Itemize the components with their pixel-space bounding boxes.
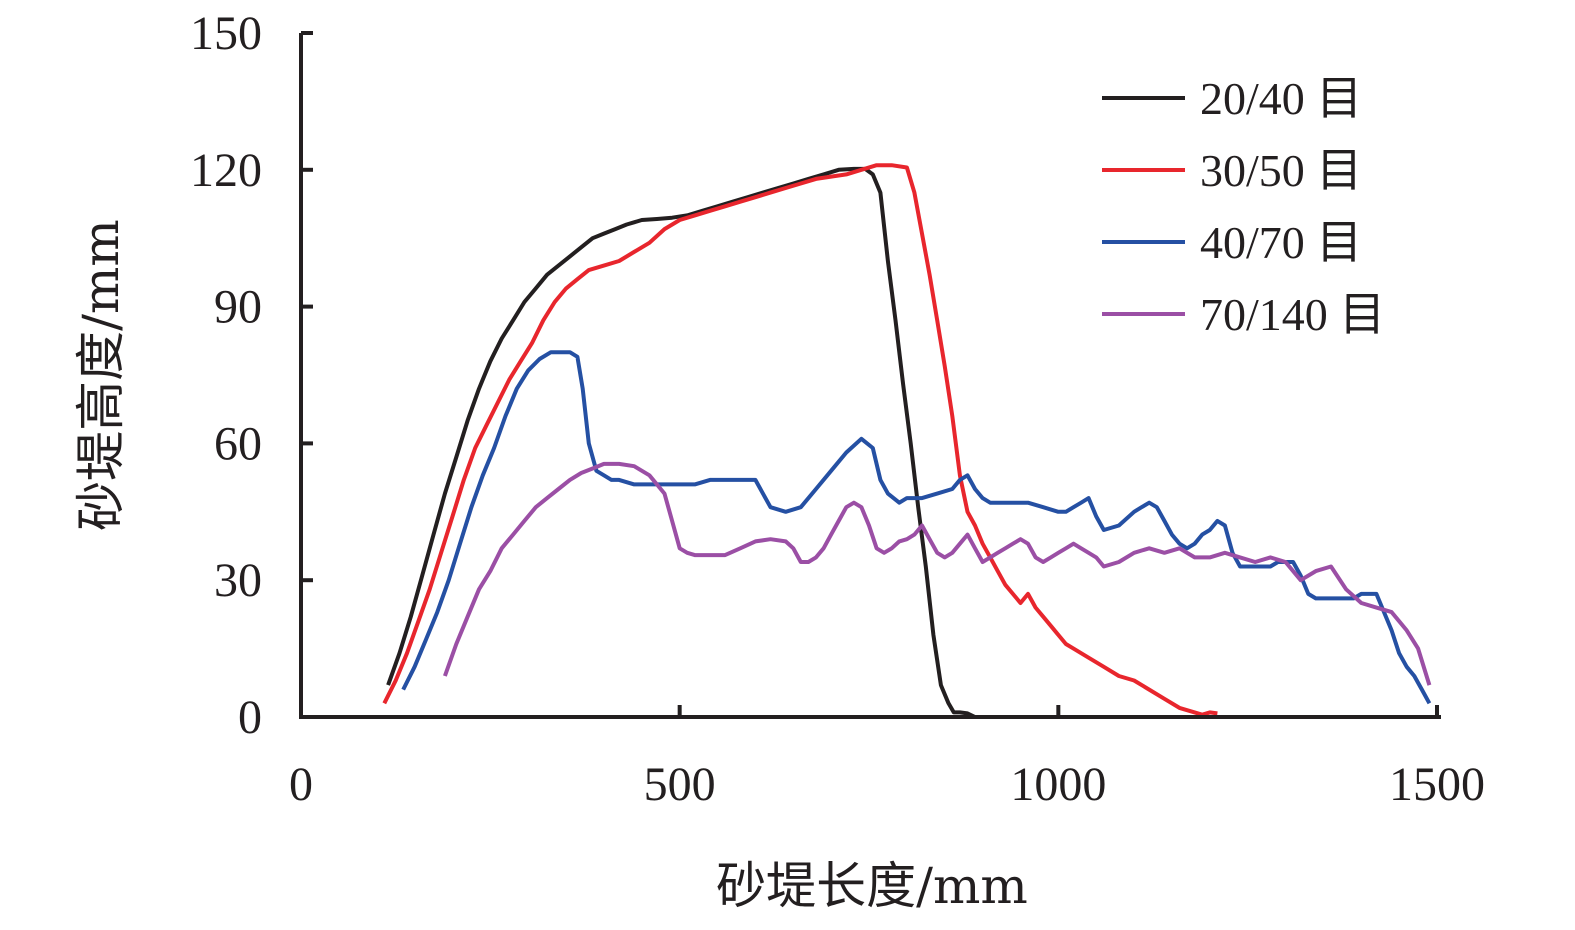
legend: 20/40 目 30/50 目 40/70 目 70/140 目 bbox=[1102, 73, 1385, 340]
y-tick-label: 150 bbox=[190, 7, 262, 60]
x-tick-label: 1500 bbox=[1389, 758, 1485, 811]
x-tick-label: 0 bbox=[289, 758, 313, 811]
x-tick-label: 1000 bbox=[1010, 758, 1106, 811]
y-tick-label: 0 bbox=[238, 691, 262, 744]
series-line-3 bbox=[401, 350, 1432, 705]
series-lines bbox=[382, 163, 1432, 719]
series-line-2 bbox=[382, 163, 1218, 717]
x-tick-label: 500 bbox=[644, 758, 716, 811]
series-line-4 bbox=[443, 461, 1432, 686]
legend-label-4: 70/140 目 bbox=[1200, 289, 1385, 340]
series-line-1 bbox=[386, 166, 1430, 719]
y-tick-label: 90 bbox=[214, 281, 262, 334]
x-axis-title: 砂堤长度/mm bbox=[716, 857, 1028, 915]
legend-label-3: 40/70 目 bbox=[1200, 217, 1362, 268]
legend-label-1: 20/40 目 bbox=[1200, 73, 1362, 124]
y-axis-title: 砂堤高度/mm bbox=[72, 219, 130, 531]
y-tick-label: 60 bbox=[214, 417, 262, 470]
legend-label-2: 30/50 目 bbox=[1200, 145, 1362, 196]
y-tick-label: 120 bbox=[190, 144, 262, 197]
y-tick-label: 30 bbox=[214, 554, 262, 607]
axes bbox=[299, 31, 1441, 719]
